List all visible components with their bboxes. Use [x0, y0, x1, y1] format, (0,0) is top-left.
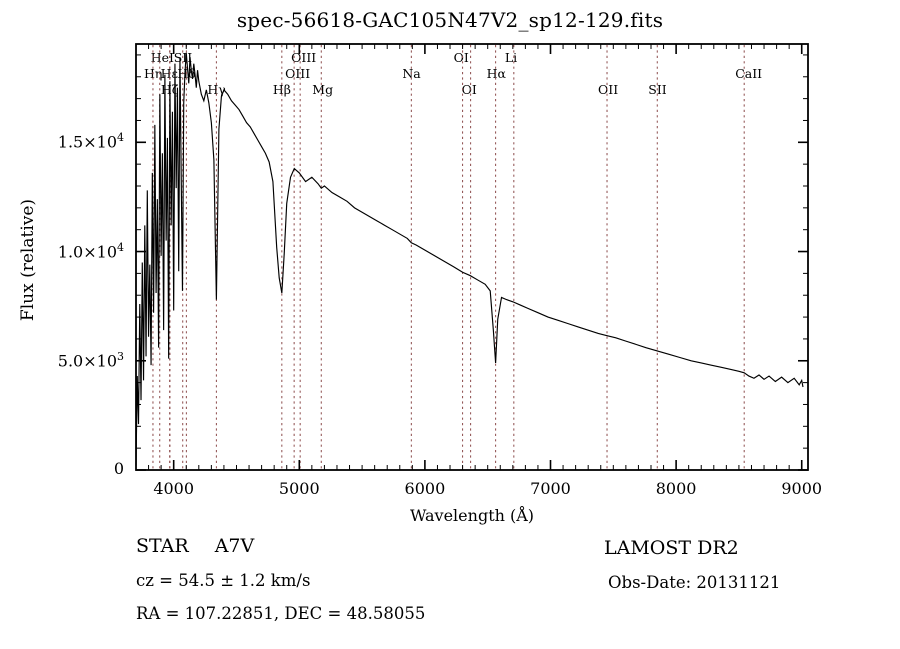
line-label-HeI-1: HeI — [150, 50, 174, 65]
y-tick-label-1: 1.0×104 — [57, 240, 124, 261]
line-label-OIII-8: OIII — [285, 66, 311, 81]
plot-frame — [135, 43, 809, 471]
line-label-OI-13: OI — [461, 82, 477, 97]
spectral-line-markers — [152, 45, 745, 470]
y-tick-label-2: 5.0×103 — [57, 349, 124, 371]
x-axis-label: Wavelength (Å) — [409, 506, 535, 525]
y-tick-label-0: 1.5×104 — [57, 131, 124, 152]
footer-cz: cz = 54.5 ± 1.2 km/s — [136, 571, 311, 590]
line-label-OII-16: OII — [598, 82, 619, 97]
x-tick-label-3: 7000 — [530, 479, 571, 498]
line-label-OI-12: OI — [453, 50, 469, 65]
footer-survey: LAMOST DR2 — [604, 537, 739, 559]
x-tick-label-5: 9000 — [781, 479, 823, 498]
line-label-Mg-10: Mg — [312, 82, 334, 97]
y-tick-label-3: 0 — [113, 459, 124, 478]
x-tick-label-0: 4000 — [153, 479, 195, 498]
line-label-CaII-18: CaII — [735, 66, 763, 81]
footer-obs-date: Obs-Date: 20131121 — [608, 573, 781, 592]
page-title: spec-56618-GAC105N47V2_sp12-129.fits — [236, 8, 664, 32]
footer-coords: RA = 107.22851, DEC = 48.58055 — [136, 604, 426, 623]
x-tick-label-1: 5000 — [278, 479, 320, 498]
line-label-OIII-9: OIII — [291, 50, 317, 65]
line-label-H-14: Hα — [486, 66, 506, 81]
footer-object-type: STAR A7V — [136, 535, 255, 557]
x-tick-label-4: 8000 — [655, 479, 697, 498]
x-tick-label-2: 6000 — [404, 479, 446, 498]
spectrum-trace — [135, 52, 804, 466]
